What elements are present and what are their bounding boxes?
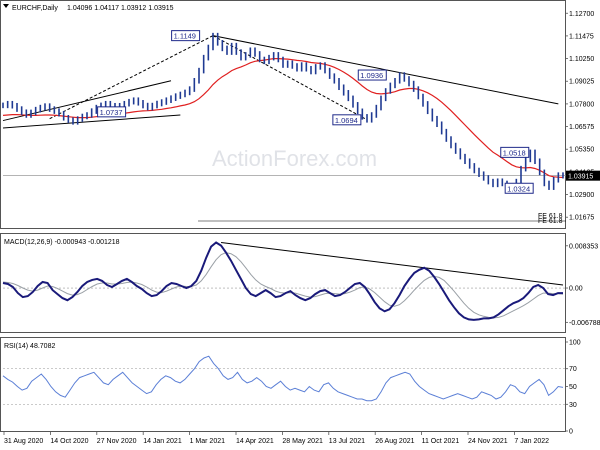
annotation-label: 1.0694 — [335, 116, 358, 125]
rsi-y-tick-label: 70 — [569, 366, 577, 373]
annotation-label: 1.0936 — [360, 71, 383, 80]
rsi-line — [2, 355, 564, 402]
rsi-y-tick-label: 30 — [569, 402, 577, 409]
fib-label: FE 61.8 — [538, 218, 563, 225]
price-layer: 1.1149 1.0737 1.0936 1.0694 1.0518 1.0324 FE 6… — [2, 30, 566, 225]
price-y-tick-label: 1.12700 — [569, 11, 594, 18]
x-tick-label: 24 Nov 2021 — [468, 438, 508, 445]
price-y-tick-label: 1.02900 — [569, 192, 594, 199]
header-symbol: EURCHF,Daily — [12, 5, 58, 12]
trend-line — [2, 114, 181, 129]
x-tick-label: 26 Aug 2021 — [375, 438, 414, 445]
current-price-tag — [566, 170, 600, 181]
x-tick-label: 28 May 2021 — [282, 438, 323, 445]
macd-line — [2, 241, 563, 321]
price-y-tick-label: 1.10250 — [569, 56, 594, 63]
macd-y-tick-label: -0.006788 — [569, 320, 600, 327]
axis-layer: 1.12700 1.11475 1.10250 1.09025 1.07800 1.065… — [3, 11, 600, 445]
annotation-label: 1.0518 — [503, 148, 526, 157]
x-tick-label: 14 Oct 2020 — [50, 438, 88, 445]
x-tick-label: 14 Apr 2021 — [236, 438, 274, 445]
trend-line — [49, 35, 214, 120]
macd-y-tick-label: 0.00 — [569, 286, 583, 293]
annotation-box — [357, 69, 387, 81]
macd-y-tick-label: 0.008353 — [569, 243, 598, 250]
price-y-tick-label: 1.07800 — [569, 101, 594, 108]
x-tick-label: 1 Mar 2021 — [190, 438, 226, 445]
rsi-y-tick-label: 100 — [569, 340, 581, 347]
rsi-header: RSI(14) 48.7082 — [4, 343, 55, 350]
price-panel-frame — [0, 0, 566, 229]
price-y-tick-label: 1.05350 — [569, 147, 594, 154]
macd-layer — [2, 241, 565, 321]
fib-label: FE 61.8 — [538, 213, 563, 220]
macd-trend-line — [220, 242, 564, 286]
x-tick-label: 13 Jul 2021 — [329, 438, 365, 445]
price-y-tick-label: 1.06575 — [569, 124, 594, 131]
price-y-tick-label: 1.01675 — [569, 215, 594, 222]
x-tick-label: 14 Jan 2021 — [143, 438, 182, 445]
price-y-tick-label: 1.09025 — [569, 79, 594, 86]
annotation-box — [500, 146, 530, 158]
annotation-label: 1.0324 — [507, 184, 530, 193]
x-tick-label: 27 Nov 2020 — [97, 438, 137, 445]
annotation-box — [504, 182, 534, 194]
macd-header: MACD(12,26,9) -0.000943 -0.001218 — [4, 239, 120, 246]
signal-line — [2, 252, 564, 319]
annotation-box — [332, 114, 362, 126]
annotation-box — [171, 30, 201, 42]
x-tick-label: 7 Jan 2022 — [514, 438, 549, 445]
header-ohlc: 1.04096 1.04117 1.03912 1.03915 — [67, 5, 174, 12]
annotation-label: 1.0737 — [100, 108, 123, 117]
current-price-text: 1.03915 — [568, 174, 593, 181]
watermark: ActionForex.com — [212, 146, 377, 171]
annotation-label: 1.1149 — [174, 32, 196, 41]
rsi-layer — [2, 355, 565, 405]
header-symbol-icon — [3, 4, 9, 8]
x-tick-label: 31 Aug 2020 — [4, 438, 43, 445]
x-tick-label: 11 Oct 2021 — [422, 438, 460, 445]
annotation-box — [97, 106, 127, 118]
rsi-y-tick-label: 50 — [569, 384, 577, 391]
rsi-y-tick-label: 0 — [569, 429, 573, 436]
trend-line — [212, 35, 368, 121]
price-y-tick-label: 1.11475 — [569, 33, 594, 40]
